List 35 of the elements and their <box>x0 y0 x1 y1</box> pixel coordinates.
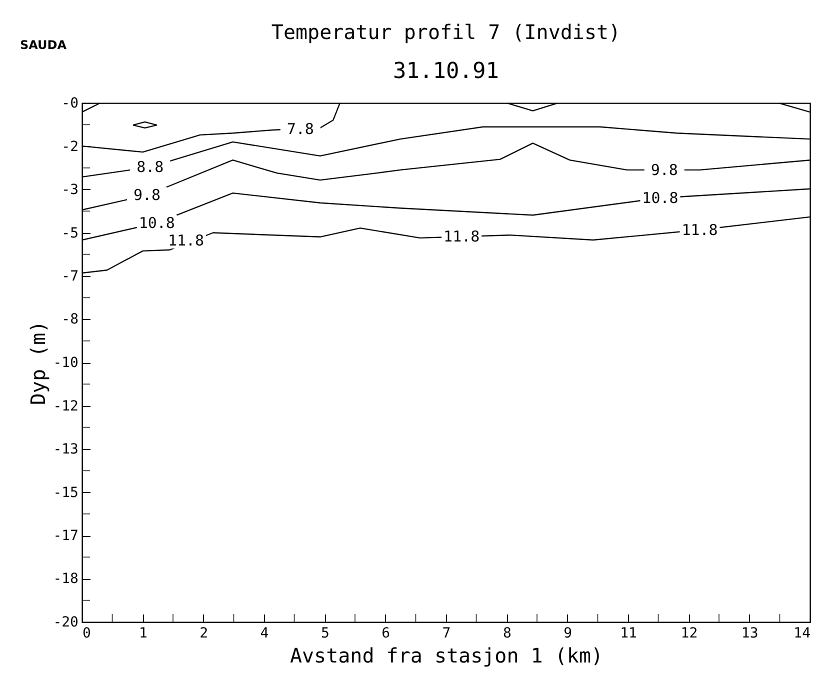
chart-title: Temperatur profil 7 (Invdist) <box>271 20 621 44</box>
y-tick-label: -8 <box>62 312 78 328</box>
x-tick-label: 0 <box>82 626 91 642</box>
y-tick-label: -2 <box>62 138 78 155</box>
x-axis-title: Avstand fra stasjon 1 (km) <box>290 644 604 668</box>
x-tick-label: 14 <box>794 626 810 642</box>
y-tick-label: -13 <box>53 441 78 458</box>
annotation: 9.8 <box>650 160 678 179</box>
x-tick-label: 11 <box>620 626 637 642</box>
y-tick-label: -18 <box>53 571 78 588</box>
y-axis-title: Dyp (m) <box>26 320 50 406</box>
x-tick-label: 9 <box>564 626 572 642</box>
y-tick-label: -20 <box>53 614 78 630</box>
x-tick-label: 12 <box>680 626 698 642</box>
x-tick-label: 2 <box>200 626 208 642</box>
y-tick-label: -12 <box>53 398 78 414</box>
text: SAUDA <box>20 38 67 52</box>
x-tick-label: 5 <box>320 626 330 642</box>
y-tick-label: -10 <box>53 355 78 371</box>
y-tick-label: -15 <box>53 484 78 501</box>
x-tick-label: 4 <box>260 626 269 642</box>
y-tick-label: -3 <box>62 182 78 198</box>
annotation: 11.8 <box>444 228 480 246</box>
y-tick-label: -5 <box>62 225 78 242</box>
x-tick-label: 7 <box>442 626 451 642</box>
y-tick-label: -17 <box>53 528 78 544</box>
annotation: 11.8 <box>168 232 204 250</box>
y-tick-label: -7 <box>62 268 78 285</box>
annotation: 7.8 <box>286 120 314 138</box>
chart-subtitle: 31.10.91 <box>393 59 499 84</box>
x-tick-label: 13 <box>741 626 758 642</box>
x-tick-label: 1 <box>138 626 148 642</box>
y-tick-label: -0 <box>62 96 78 112</box>
x-tick-label: 8 <box>502 626 512 642</box>
x-tick-label: 6 <box>382 626 390 642</box>
